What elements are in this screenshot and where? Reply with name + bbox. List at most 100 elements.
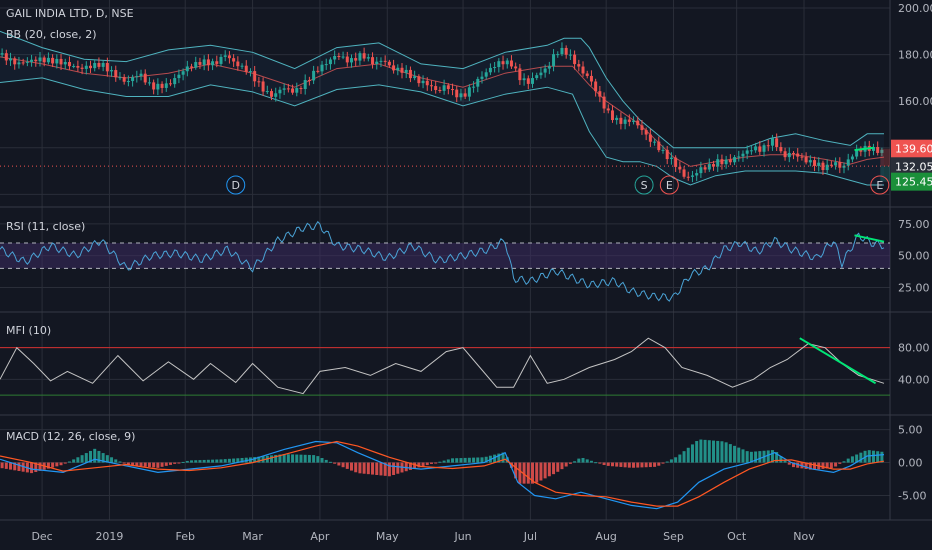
macd-histogram-bar <box>775 452 779 463</box>
price-tag-label: 125.45 <box>895 176 932 189</box>
macd-histogram-bar <box>253 457 257 463</box>
rsi-legend-label[interactable]: RSI (11, close) <box>6 220 85 233</box>
macd-histogram-bar <box>850 456 854 463</box>
macd-histogram-bar <box>686 447 690 463</box>
macd-histogram-bar <box>80 455 84 463</box>
candle-body <box>417 76 421 84</box>
macd-histogram-bar <box>206 459 210 463</box>
macd-histogram-bar <box>594 462 598 464</box>
candle-body <box>152 82 156 90</box>
macd-histogram-bar <box>821 462 825 469</box>
mfi-legend-label[interactable]: MFI (10) <box>6 324 51 337</box>
event-marker <box>226 175 246 195</box>
candle-body <box>829 164 833 166</box>
price-axis[interactable]: 160.00 180.00 200.00 25.00 50.00 75.00 40.00 80… <box>891 2 932 503</box>
macd-histogram-bar <box>876 451 880 463</box>
macd-histogram-bar <box>312 455 316 463</box>
macd-legend-label[interactable]: MACD (12, 26, close, 9) <box>6 430 135 443</box>
candle-body <box>665 149 669 160</box>
macd-histogram-bar <box>63 462 67 464</box>
candle-body <box>695 173 699 176</box>
candle-body <box>354 58 358 61</box>
macd-histogram-bar <box>522 462 526 484</box>
rsi-band <box>0 242 890 269</box>
macd-histogram-bar <box>358 462 362 474</box>
candle-body <box>156 83 160 90</box>
macd-histogram-bar <box>602 462 606 466</box>
macd-histogram-bar <box>552 462 556 475</box>
macd-histogram-bar <box>307 454 311 463</box>
macd-histogram-bar <box>459 458 463 463</box>
macd-histogram-bar <box>770 450 774 463</box>
candle-body <box>754 146 758 151</box>
candle-body <box>413 76 417 79</box>
candle-body <box>838 162 842 168</box>
price-tag-label: 132.05 <box>895 160 932 173</box>
candle-body <box>808 160 812 163</box>
event-marker <box>634 175 654 195</box>
macd-histogram-bar <box>493 454 497 463</box>
candle-body <box>240 65 244 67</box>
price-tag <box>891 139 932 158</box>
candle-body <box>38 57 42 62</box>
candle-body <box>526 78 530 84</box>
macd-histogram-bar <box>59 462 63 466</box>
candle-body <box>316 70 320 72</box>
candle-body <box>97 63 101 67</box>
macd-histogram-bar <box>349 462 353 471</box>
candle-body <box>387 61 391 66</box>
candle-body <box>55 58 59 64</box>
macd-histogram-bar <box>573 461 577 463</box>
macd-histogram-bar <box>396 462 400 474</box>
candle-body <box>589 75 593 82</box>
macd-histogram-bar <box>185 460 189 463</box>
macd-histogram-bar <box>880 451 884 463</box>
candle-body <box>766 145 770 147</box>
candle-body <box>581 66 585 74</box>
macd-histogram-bar <box>653 462 657 467</box>
macd-histogram-bar <box>619 462 623 467</box>
time-axis[interactable]: Dec 2019 Feb Mar Apr May Jun Jul Aug Sep Oct Nov <box>31 530 815 543</box>
macd-histogram-bar <box>257 456 261 463</box>
y-tick-label: 80.00 <box>898 342 930 355</box>
macd-histogram-bar <box>829 462 833 469</box>
candle-body <box>135 76 139 78</box>
candle-body <box>488 67 492 73</box>
macd-histogram-bar <box>648 462 652 468</box>
macd-histogram-bar <box>333 462 337 464</box>
macd-histogram-bar <box>375 462 379 476</box>
candle-body <box>25 61 29 63</box>
macd-histogram-bar <box>316 456 320 463</box>
signal-line <box>0 440 885 507</box>
candle-body <box>455 89 459 98</box>
candle-body <box>871 146 875 151</box>
bb-legend-label[interactable]: BB (20, close, 2) <box>6 28 97 41</box>
candle-body <box>846 159 850 166</box>
macd-histogram-bar <box>699 439 703 463</box>
macd-histogram-bar <box>215 459 219 463</box>
macd-histogram-bar <box>198 460 202 463</box>
candle-body <box>114 70 118 78</box>
macd-histogram-bar <box>101 453 105 463</box>
candle-body <box>560 47 564 55</box>
macd-histogram-bar <box>813 462 817 470</box>
candle-body <box>623 119 627 124</box>
candle-body <box>190 66 194 68</box>
x-tick-label: Sep <box>663 530 684 543</box>
candle-body <box>733 157 737 163</box>
symbol-title[interactable]: GAIL INDIA LTD, D, NSE <box>6 7 134 20</box>
macd-histogram-bar <box>678 454 682 463</box>
price-tag-label: 139.60 <box>895 143 932 156</box>
candle-body <box>89 65 93 69</box>
macd-histogram-bar <box>526 462 530 484</box>
candle-body <box>265 91 269 93</box>
candle-body <box>291 88 295 93</box>
candle-body <box>783 151 787 158</box>
candle-body <box>678 166 682 170</box>
macd-histogram-bar <box>404 462 408 472</box>
macd-histogram-bar <box>51 462 55 468</box>
candle-body <box>349 58 353 63</box>
macd-histogram-bar <box>328 461 332 463</box>
candle-body <box>779 147 783 152</box>
